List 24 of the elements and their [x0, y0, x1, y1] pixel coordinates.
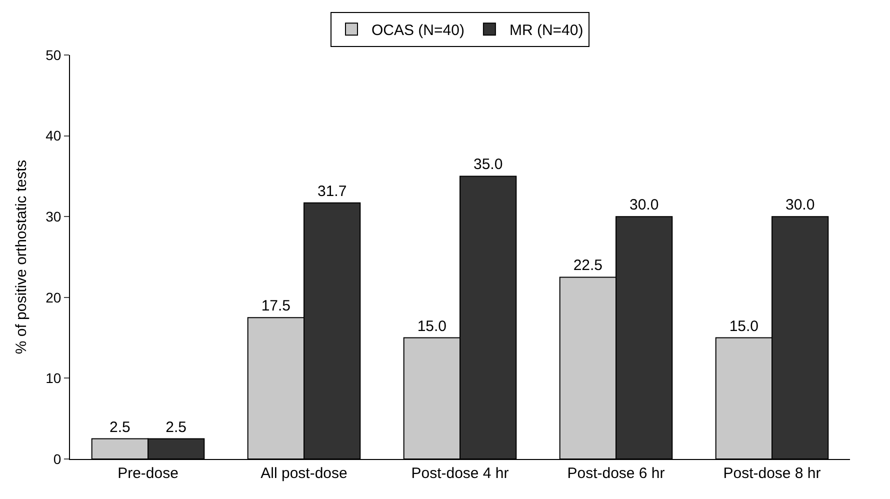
- x-tick-label: Post-dose 4 hr: [411, 465, 509, 482]
- data-label: 35.0: [473, 156, 503, 174]
- x-tick-label: Post-dose 6 hr: [567, 465, 665, 482]
- y-tick-label: 40: [46, 128, 62, 144]
- data-label: 22.5: [573, 257, 603, 274]
- x-tick-label: All post-dose: [260, 465, 348, 482]
- data-label: 30.0: [785, 196, 815, 214]
- data-label: 30.0: [629, 196, 659, 214]
- y-axis-title: % of positive orthostatic tests: [12, 160, 30, 354]
- y-tick-label: 30: [46, 208, 62, 224]
- data-label: 15.0: [417, 318, 447, 335]
- legend-label: MR (N=40): [509, 22, 584, 40]
- y-tick-label: 20: [46, 289, 62, 306]
- x-tick-label: Pre-dose: [118, 465, 178, 482]
- y-tick-label: 10: [46, 370, 62, 386]
- data-label: 2.5: [109, 418, 130, 436]
- data-label: 17.5: [261, 298, 291, 315]
- legend-label: OCAS (N=40): [372, 22, 464, 40]
- data-label: 2.5: [166, 418, 187, 436]
- y-tick-label: 0: [53, 450, 62, 467]
- y-tick-label: 50: [46, 46, 62, 63]
- data-label: 15.0: [729, 318, 759, 335]
- x-tick-label: Post-dose 8 hr: [723, 465, 821, 482]
- data-label: 31.7: [317, 182, 347, 200]
